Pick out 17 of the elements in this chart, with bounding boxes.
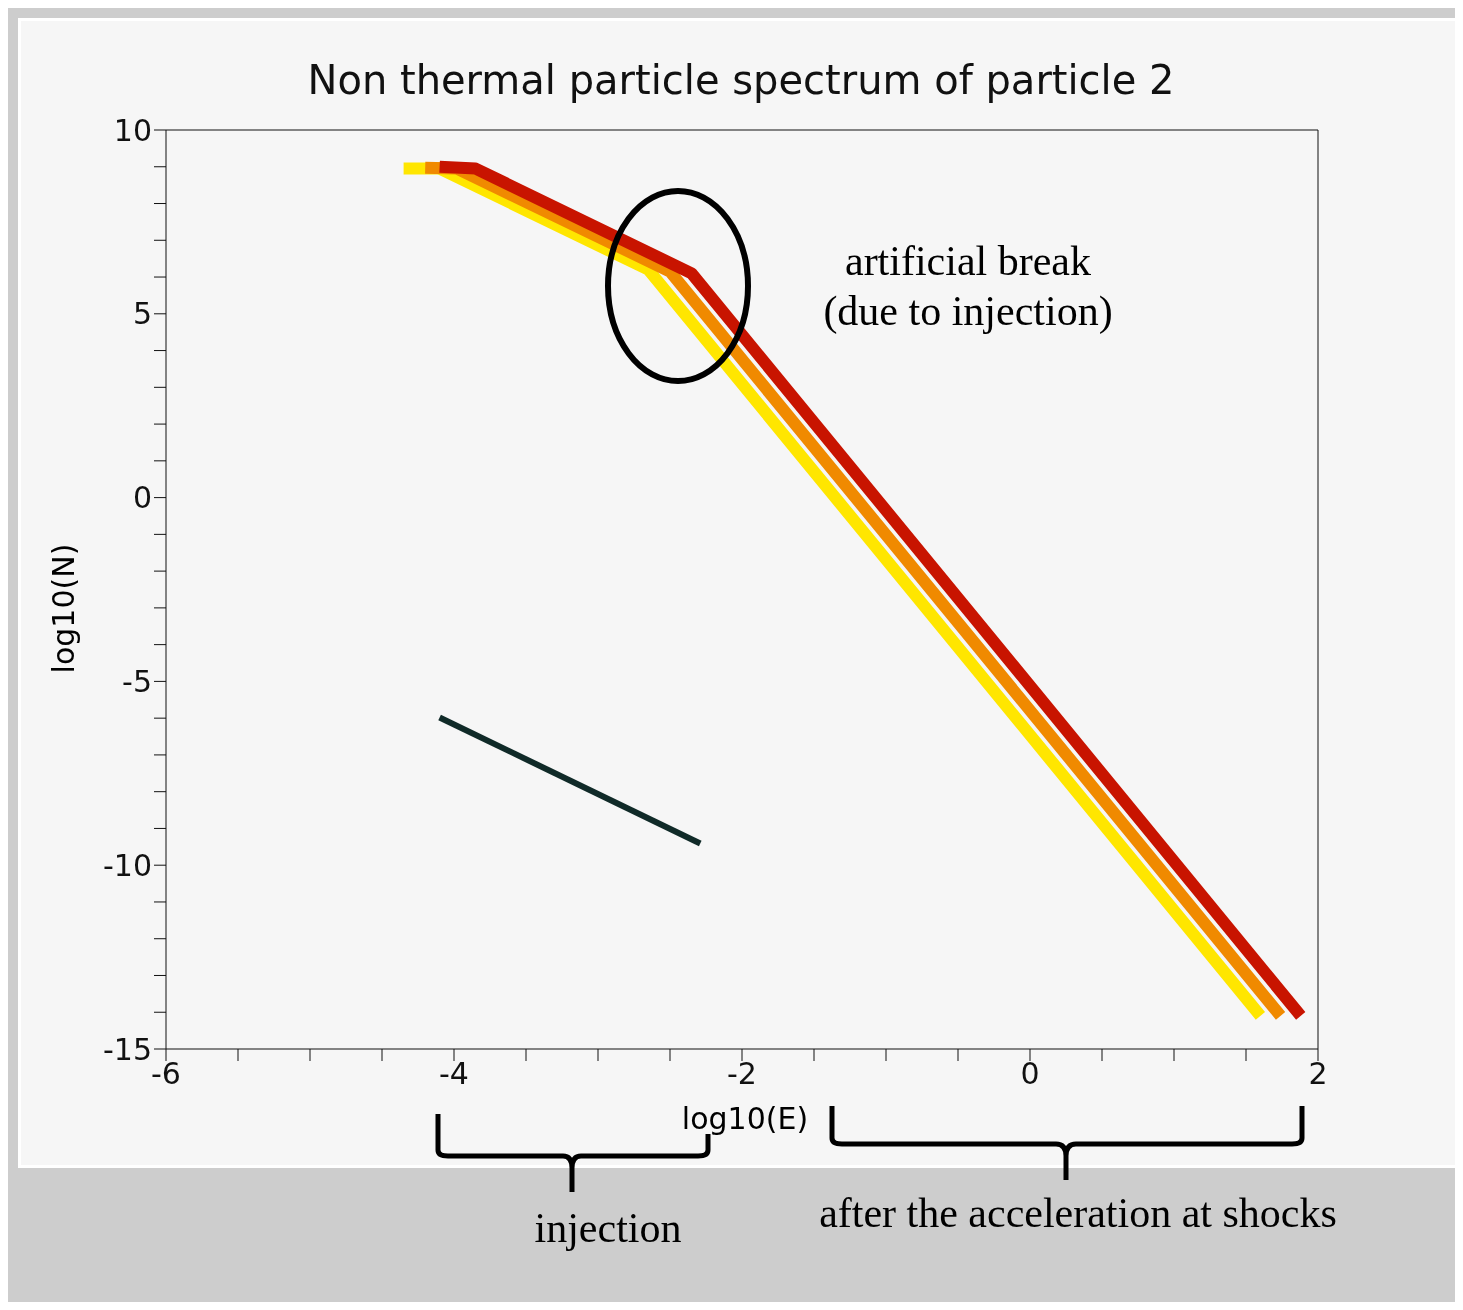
chart-title: Non thermal particle spectrum of particle 2 — [306, 57, 1176, 103]
y-tick-label: 0 — [132, 480, 152, 516]
y-axis-title: log10(N) — [45, 542, 81, 676]
text: injection — [533, 1204, 683, 1253]
x-tick-label: 0 — [1020, 1056, 1040, 1092]
x-tick-label: 2 — [1308, 1056, 1328, 1092]
y-tick-label: -5 — [122, 664, 152, 700]
x-tick-label: -2 — [727, 1056, 757, 1092]
y-tick-label: -10 — [103, 847, 152, 883]
annotation: artificial break (due to injection) — [822, 237, 1114, 336]
text: after the acceleration at shocks — [818, 1189, 1338, 1238]
x-tick-label: -4 — [439, 1056, 469, 1092]
x-axis-title: log10(E) — [680, 1101, 810, 1136]
x-tick-label: -6 — [151, 1056, 181, 1092]
y-tick-label: 5 — [132, 296, 152, 332]
y-tick-label: -15 — [103, 1031, 152, 1067]
y-tick-label: 10 — [113, 112, 152, 148]
